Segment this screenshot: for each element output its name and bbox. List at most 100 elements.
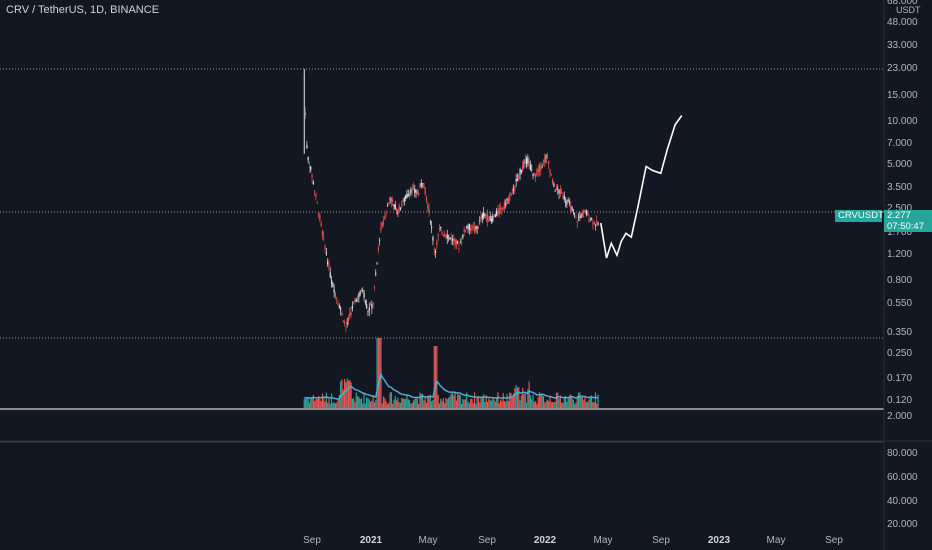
symbol-title[interactable]: CRV / TetherUS, 1D, BINANCE [6,4,160,16]
candle-body [525,157,528,165]
volume-bar [340,381,342,408]
candle-body [476,227,478,230]
candle-body [577,216,580,218]
volume-bar [424,397,426,408]
volume-bar [334,403,337,408]
candle-body [510,192,512,197]
volume-bars [303,338,599,408]
volume-bar [310,397,312,408]
volume-bar [415,397,417,408]
volume-bar [484,401,486,408]
candle-body [369,303,372,305]
candle-body [371,304,373,309]
volume-bar [307,398,309,408]
volume-bar [421,393,424,408]
candle-body [367,311,369,313]
volume-bar [414,399,416,408]
volume-bar [304,399,307,408]
volume-bar [360,398,363,408]
volume-bar [337,399,339,408]
candle-body [325,252,327,255]
volume-bar [479,402,481,408]
candle-body [576,221,578,223]
volume-bar [557,392,559,408]
time-axis-label: 2021 [359,535,383,546]
volume-bar [306,398,308,408]
candle-body [397,212,399,214]
volume-bar [559,395,561,408]
candle-body [328,264,330,268]
volume-bar [338,394,340,408]
volume-bar [457,394,459,408]
candle-body [463,229,465,232]
volume-bar [418,403,420,408]
volume-bar [511,395,513,408]
volume-bar [412,400,415,408]
volume-bar [346,378,348,408]
candle-body [356,297,359,302]
candle-body [337,303,339,306]
candle-body [390,197,392,203]
volume-bar [590,395,593,408]
candle-body [550,173,552,175]
candle-body [315,193,317,197]
volume-bar [497,392,499,408]
candle-body [445,236,447,238]
candle-body [419,184,421,188]
candle-body [549,169,551,174]
volume-bar [563,397,565,408]
time-axis-label: Sep [478,535,496,546]
candle-body [438,228,441,229]
candle-body [581,211,584,217]
candle-body [373,286,376,288]
candle-body [332,282,334,288]
volume-bar [575,402,577,408]
volume-bar [433,346,435,408]
volume-bar [327,402,329,408]
candle-body [516,178,519,181]
volume-bar [549,396,551,408]
volume-bar [438,403,441,408]
price-axis-label: 5.000 [887,159,913,171]
candle-body [434,250,437,254]
candle-body [425,196,428,201]
candle-body [503,201,506,209]
candle-body [540,166,542,170]
volume-bar [501,401,503,408]
candle-body [312,181,314,185]
volume-bar [319,398,321,408]
volume-bar [458,394,460,408]
candle-body [528,161,530,166]
volume-bar [574,403,576,408]
candle-body [440,226,442,229]
volume-bar [358,396,360,408]
volume-bar [499,399,502,408]
candle-body [545,155,547,159]
candle-body [401,205,403,206]
candle-body [588,219,590,221]
candle-body [559,189,561,194]
time-axis-label: May [418,535,438,546]
candle-body [558,190,560,194]
candle-body [307,157,309,161]
candle-body [411,188,413,191]
candle-body [447,235,450,237]
candle-body [505,203,507,206]
candle-body [471,225,473,231]
candle-body [444,234,446,237]
candle-body [360,288,363,292]
volume-bar [473,392,476,408]
volume-bar [403,398,405,408]
candle-body [472,226,474,228]
candle-body [375,272,377,275]
candle-body [512,189,515,191]
volume-bar [369,401,372,408]
candle-body [568,201,571,204]
volume-bar [462,398,464,408]
candle-body [442,234,444,236]
volume-bar [566,401,568,408]
candle-body [489,215,491,221]
volume-bar [589,396,591,408]
volume-bar [459,395,461,408]
